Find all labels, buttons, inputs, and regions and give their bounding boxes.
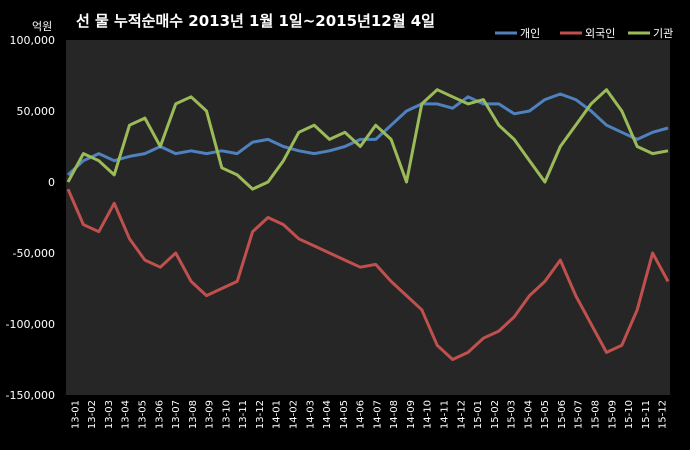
x-tick-label: 14-11 (440, 400, 451, 429)
x-tick-label: 13-01 (70, 400, 81, 429)
x-tick-label: 13-08 (188, 400, 199, 429)
y-tick-label: -50,000 (13, 247, 55, 260)
x-tick-label: 15-12 (658, 400, 669, 429)
x-tick-label: 13-12 (255, 400, 266, 429)
y-tick-label: 50,000 (17, 105, 56, 118)
chart-title: 선 물 누적순매수 2013년 1월 1일~2015년12월 4일 (76, 12, 435, 30)
x-tick-label: 15-01 (473, 400, 484, 429)
x-tick-label: 15-07 (574, 400, 585, 429)
x-tick-label: 14-08 (389, 400, 400, 429)
y-tick-label: 100,000 (10, 34, 56, 47)
series-line-3 (66, 88, 669, 191)
x-tick-label: 14-10 (423, 400, 434, 429)
series-line-1 (66, 92, 669, 177)
x-tick-label: 13-06 (154, 400, 165, 429)
plot-area (66, 40, 670, 395)
x-tick-label: 14-04 (322, 400, 333, 429)
x-tick-label: 14-01 (272, 400, 283, 429)
y-tick-label: -100,000 (6, 318, 55, 331)
x-tick-label: 15-11 (641, 400, 652, 429)
x-tick-label: 14-06 (356, 400, 367, 429)
x-tick-label: 13-02 (87, 400, 98, 429)
y-tick-label: -150,000 (6, 389, 55, 402)
x-tick-label: 14-07 (372, 400, 383, 429)
legend-label: 외국인 (585, 27, 615, 40)
series-line-2 (66, 188, 670, 361)
x-tick-label: 15-02 (490, 400, 501, 429)
y-axis: 100,000 50,000 0 -50,000 -100,000 -150,000 (6, 34, 55, 402)
x-tick-label: 13-04 (121, 400, 132, 429)
legend-label: 개인 (520, 27, 540, 40)
x-tick-label: 13-03 (104, 400, 115, 429)
x-tick-label: 14-09 (406, 400, 417, 429)
x-tick-label: 14-12 (456, 400, 467, 429)
x-tick-label: 13-09 (205, 400, 216, 429)
x-tick-label: 15-03 (507, 400, 518, 429)
x-axis: 13-01 13-02 13-03 13-04 13-05 13-06 13-07 13-08… (70, 400, 668, 429)
x-tick-label: 13-07 (171, 400, 182, 429)
x-tick-label: 14-05 (339, 400, 350, 429)
x-tick-label: 14-02 (289, 400, 300, 429)
y-axis-label: 억원 (32, 20, 52, 33)
x-tick-label: 15-09 (607, 400, 618, 429)
x-tick-label: 13-10 (221, 400, 232, 429)
y-tick-label: 0 (48, 176, 55, 189)
series-group (66, 88, 670, 361)
legend-label: 기관 (653, 27, 673, 40)
x-tick-label: 15-06 (557, 400, 568, 429)
x-tick-label: 14-03 (305, 400, 316, 429)
x-tick-label: 15-10 (624, 400, 635, 429)
x-tick-label: 13-05 (138, 400, 149, 429)
legend: 개인 외국인 기관 (495, 27, 673, 40)
x-tick-label: 13-11 (238, 400, 249, 429)
x-tick-label: 15-05 (540, 400, 551, 429)
x-tick-label: 15-08 (591, 400, 602, 429)
x-tick-label: 15-04 (523, 400, 534, 429)
